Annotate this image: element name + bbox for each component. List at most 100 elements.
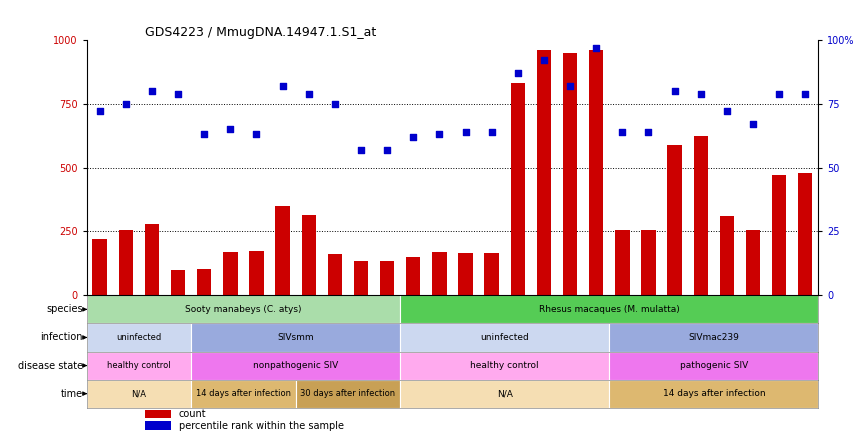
Bar — [249, 251, 263, 295]
Text: GSM440079: GSM440079 — [670, 298, 679, 345]
Text: infection: infection — [41, 333, 83, 342]
Bar — [87, 352, 191, 380]
Point — [354, 146, 368, 153]
Bar — [87, 295, 400, 323]
Point — [249, 131, 263, 138]
Text: GSM440073: GSM440073 — [514, 298, 522, 345]
Text: uninfected: uninfected — [481, 333, 529, 342]
Point — [772, 90, 786, 97]
Bar — [301, 215, 316, 295]
Text: healthy control: healthy control — [470, 361, 539, 370]
Bar — [511, 83, 525, 295]
Bar — [354, 261, 368, 295]
Text: GSM440083: GSM440083 — [775, 298, 784, 344]
Point — [798, 90, 812, 97]
Point — [171, 90, 185, 97]
Text: GSM440080: GSM440080 — [696, 298, 705, 344]
Text: nonpathogenic SIV: nonpathogenic SIV — [253, 361, 339, 370]
Bar — [87, 380, 191, 408]
Text: GSM440062: GSM440062 — [226, 298, 235, 344]
Point — [616, 128, 630, 135]
Bar — [746, 230, 760, 295]
Bar — [668, 145, 682, 295]
Point — [642, 128, 656, 135]
Bar — [380, 261, 394, 295]
Text: 14 days after infection: 14 days after infection — [662, 389, 766, 398]
Point — [694, 90, 708, 97]
Bar — [275, 206, 290, 295]
Point — [511, 70, 525, 77]
Text: GSM440067: GSM440067 — [357, 298, 365, 345]
Text: GSM440065: GSM440065 — [304, 298, 313, 345]
Text: GSM440077: GSM440077 — [617, 298, 627, 345]
Point — [275, 83, 289, 90]
Point — [563, 83, 577, 90]
Bar — [400, 380, 610, 408]
Text: GSM440063: GSM440063 — [252, 298, 261, 345]
Bar — [171, 270, 185, 295]
Text: GDS4223 / MmugDNA.14947.1.S1_at: GDS4223 / MmugDNA.14947.1.S1_at — [145, 26, 377, 39]
Text: GSM440068: GSM440068 — [383, 298, 391, 344]
Point — [537, 57, 551, 64]
Bar — [563, 53, 578, 295]
Point — [302, 90, 316, 97]
Bar — [327, 254, 342, 295]
Text: Sooty manabeys (C. atys): Sooty manabeys (C. atys) — [185, 305, 301, 314]
Text: GSM440084: GSM440084 — [801, 298, 810, 344]
Point — [223, 126, 237, 133]
Bar — [223, 252, 237, 295]
Text: GSM440057: GSM440057 — [95, 298, 104, 345]
Text: GSM440074: GSM440074 — [540, 298, 548, 345]
Bar — [694, 136, 708, 295]
Point — [485, 128, 499, 135]
Text: GSM440078: GSM440078 — [644, 298, 653, 344]
Text: GSM440072: GSM440072 — [488, 298, 496, 344]
Text: species: species — [46, 305, 83, 314]
Bar — [400, 323, 610, 352]
Text: SIVsmm: SIVsmm — [277, 333, 314, 342]
Point — [668, 87, 682, 95]
Text: N/A: N/A — [132, 389, 146, 398]
Bar — [615, 230, 630, 295]
Bar — [145, 421, 171, 429]
Bar — [145, 410, 171, 418]
Text: uninfected: uninfected — [116, 333, 161, 342]
Bar — [772, 175, 786, 295]
Point — [406, 134, 420, 141]
Point — [145, 87, 158, 95]
Point — [328, 100, 342, 107]
Text: Rhesus macaques (M. mulatta): Rhesus macaques (M. mulatta) — [539, 305, 680, 314]
Bar — [400, 352, 610, 380]
Bar — [484, 253, 499, 295]
Text: GSM440082: GSM440082 — [748, 298, 758, 344]
Bar — [295, 380, 400, 408]
Bar — [145, 224, 159, 295]
Text: GSM440069: GSM440069 — [409, 298, 417, 345]
Bar — [610, 380, 818, 408]
Point — [746, 121, 760, 128]
Bar — [610, 352, 818, 380]
Bar — [197, 269, 211, 295]
Bar — [610, 323, 818, 352]
Text: GSM440081: GSM440081 — [722, 298, 732, 344]
Text: GSM440064: GSM440064 — [278, 298, 288, 345]
Text: percentile rank within the sample: percentile rank within the sample — [178, 420, 344, 431]
Text: GSM440071: GSM440071 — [461, 298, 470, 344]
Bar — [642, 230, 656, 295]
Bar — [458, 253, 473, 295]
Bar — [589, 50, 604, 295]
Bar — [432, 252, 447, 295]
Text: count: count — [178, 409, 206, 419]
Text: GSM440075: GSM440075 — [565, 298, 574, 345]
Bar — [798, 173, 812, 295]
Bar — [87, 323, 191, 352]
Text: 30 days after infection: 30 days after infection — [301, 389, 396, 398]
Text: SIVmac239: SIVmac239 — [688, 333, 740, 342]
Text: GSM440059: GSM440059 — [147, 298, 157, 345]
Bar — [191, 352, 400, 380]
Bar — [119, 230, 133, 295]
Point — [589, 44, 603, 51]
Bar — [191, 380, 295, 408]
Bar — [400, 295, 818, 323]
Point — [93, 108, 107, 115]
